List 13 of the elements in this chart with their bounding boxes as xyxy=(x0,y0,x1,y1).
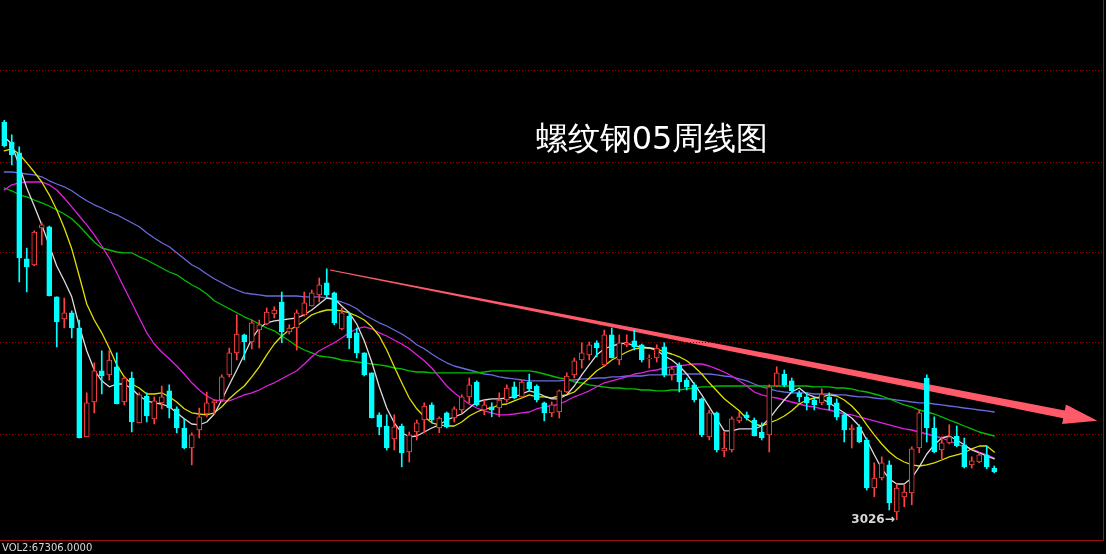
candlestick xyxy=(901,484,908,508)
candlestick xyxy=(98,350,105,395)
candlestick xyxy=(211,399,218,415)
chart-title: 螺纹钢05周线图 xyxy=(535,119,769,158)
text: VOL2:67306.0000 xyxy=(2,541,93,553)
candlestick xyxy=(623,334,630,348)
candlestick xyxy=(646,354,653,369)
candlestick xyxy=(256,319,263,349)
candlestick xyxy=(38,222,45,246)
candlestick xyxy=(23,247,30,293)
annotation: 3026→ xyxy=(851,512,895,527)
candlestick xyxy=(61,297,68,329)
candlestick xyxy=(488,402,495,418)
